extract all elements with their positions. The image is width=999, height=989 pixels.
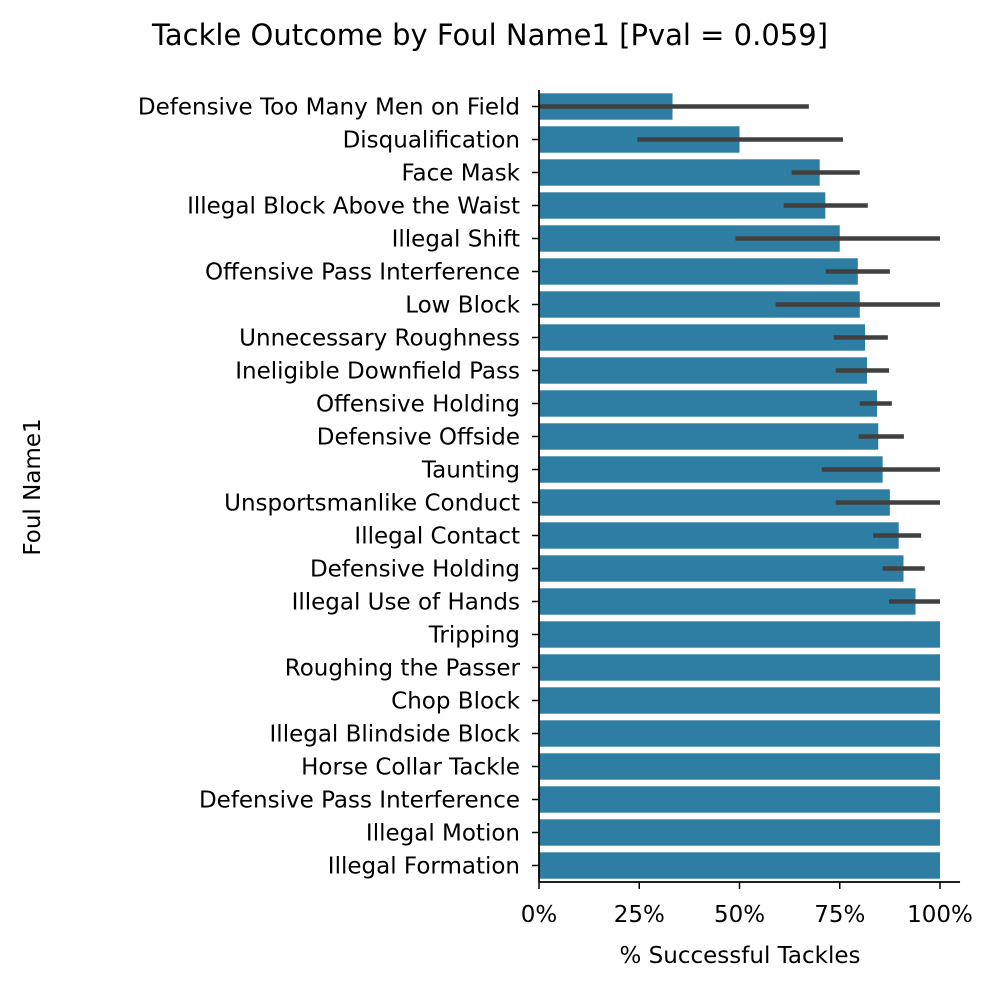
category-label: Defensive Holding — [310, 557, 520, 583]
category-label: Horse Collar Tackle — [301, 755, 520, 781]
category-label: Face Mask — [401, 161, 520, 187]
category-label: Illegal Use of Hands — [292, 590, 520, 616]
category-label: Illegal Formation — [328, 854, 520, 880]
category-label: Low Block — [405, 293, 520, 319]
x-tick-label: 75% — [814, 902, 865, 928]
error-bars-group — [539, 104, 940, 604]
bar-14 — [539, 555, 904, 582]
bar-22 — [539, 819, 940, 846]
category-label: Defensive Offside — [317, 425, 520, 451]
x-tick-label: 50% — [714, 902, 765, 928]
category-label: Illegal Blindside Block — [270, 722, 521, 748]
bar-12 — [539, 489, 890, 516]
bar-7 — [539, 324, 866, 351]
category-label: Taunting — [421, 458, 520, 484]
bar-21 — [539, 786, 940, 813]
category-label: Ineligible Downfield Pass — [235, 359, 520, 385]
y-axis: Defensive Too Many Men on Field Disqualif… — [138, 90, 540, 882]
bar-23 — [539, 852, 940, 879]
category-label: Unnecessary Roughness — [239, 326, 520, 352]
x-axis-label: % Successful Tackles — [620, 943, 861, 969]
bar-13 — [539, 522, 899, 549]
bar-10 — [539, 423, 879, 450]
bar-18 — [539, 687, 940, 714]
bar-16 — [539, 621, 940, 648]
category-label: Disqualification — [343, 128, 520, 154]
category-label: Illegal Shift — [392, 227, 520, 253]
bar-20 — [539, 753, 940, 780]
category-label: Illegal Contact — [354, 524, 520, 550]
bar-5 — [539, 258, 858, 285]
category-label: Chop Block — [391, 689, 521, 715]
bar-15 — [539, 588, 916, 615]
category-label: Illegal Block Above the Waist — [187, 194, 520, 220]
chart-title: Tackle Outcome by Foul Name1 [Pval = 0.0… — [151, 18, 828, 52]
y-axis-label: Foul Name1 — [20, 418, 46, 555]
bar-19 — [539, 720, 940, 747]
category-label: Offensive Holding — [316, 392, 520, 418]
category-label: Roughing the Passer — [285, 656, 521, 682]
x-axis: 0% 25% 50% 75% 100% — [521, 881, 973, 928]
bar-3 — [539, 192, 826, 219]
x-tick-label: 25% — [614, 902, 665, 928]
category-label: Unsportsmanlike Conduct — [224, 491, 520, 517]
category-label: Tripping — [428, 623, 520, 649]
bar-9 — [539, 390, 878, 417]
bar-8 — [539, 357, 868, 384]
bars-group — [539, 93, 940, 879]
bar-2 — [539, 159, 820, 186]
bar-17 — [539, 654, 940, 681]
category-label: Defensive Too Many Men on Field — [138, 95, 520, 121]
category-label: Offensive Pass Interference — [205, 260, 520, 286]
category-label: Defensive Pass Interference — [199, 788, 520, 814]
x-tick-label: 0% — [521, 902, 558, 928]
x-tick-label: 100% — [907, 902, 973, 928]
category-label: Illegal Motion — [366, 821, 520, 847]
